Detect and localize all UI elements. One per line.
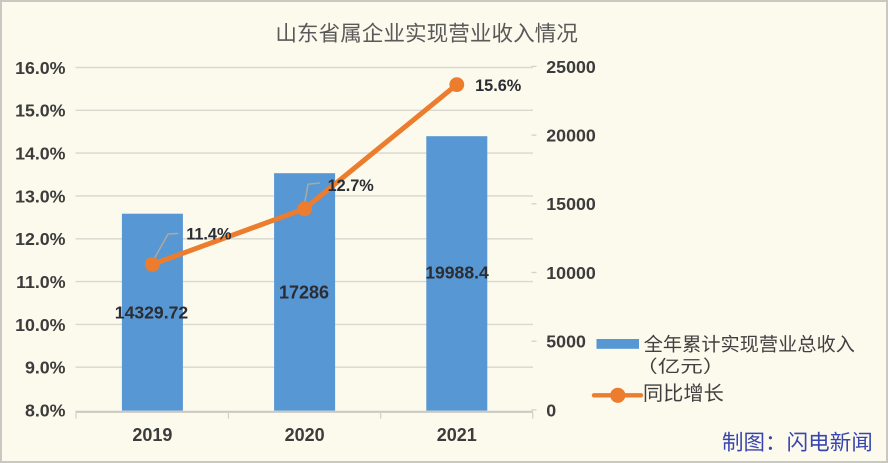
svg-text:13.0%: 13.0%	[15, 186, 66, 206]
svg-text:15000: 15000	[546, 194, 596, 214]
svg-text:12.7%: 12.7%	[328, 177, 375, 195]
svg-text:11.0%: 11.0%	[16, 272, 66, 292]
svg-text:0: 0	[546, 400, 556, 420]
svg-text:17286: 17286	[279, 282, 329, 302]
svg-text:15.6%: 15.6%	[475, 77, 522, 95]
svg-text:11.4%: 11.4%	[186, 226, 232, 244]
svg-text:8.0%: 8.0%	[25, 400, 66, 420]
svg-text:12.0%: 12.0%	[15, 229, 66, 249]
svg-text:10.0%: 10.0%	[15, 315, 66, 335]
svg-text:16.0%: 16.0%	[15, 58, 66, 78]
svg-text:25000: 25000	[546, 57, 596, 77]
svg-text:15.0%: 15.0%	[15, 101, 66, 121]
svg-text:14329.72: 14329.72	[115, 302, 189, 322]
svg-text:2020: 2020	[285, 425, 325, 445]
svg-text:19988.4: 19988.4	[425, 263, 489, 283]
svg-text:5000: 5000	[546, 332, 586, 352]
svg-text:9.0%: 9.0%	[25, 358, 66, 378]
svg-text:10000: 10000	[546, 263, 596, 283]
svg-text:20000: 20000	[546, 126, 596, 146]
svg-text:2021: 2021	[437, 425, 477, 445]
svg-text:14.0%: 14.0%	[15, 144, 66, 164]
svg-text:2019: 2019	[132, 425, 172, 445]
